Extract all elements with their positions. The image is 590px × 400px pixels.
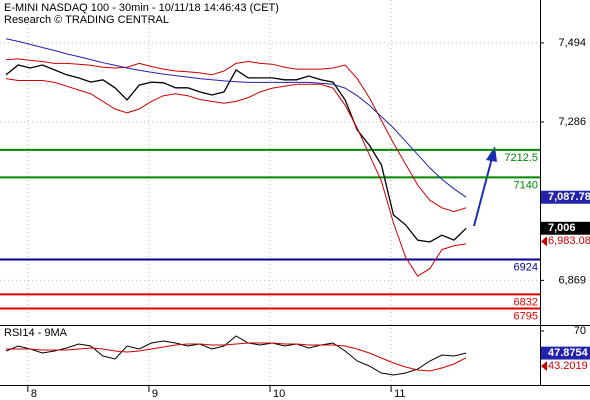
- level-label: 6832: [514, 296, 538, 308]
- level-label: 6795: [514, 310, 538, 322]
- y-tick-label: 7,286: [558, 116, 586, 128]
- price-tag: [541, 234, 590, 248]
- price-tag-arrow: [541, 361, 547, 372]
- rsi-title: RSI14 - 9MA: [4, 327, 68, 339]
- chart-subtitle: Research © TRADING CENTRAL: [4, 14, 169, 26]
- price-tag-label: 6,983.08: [548, 235, 590, 247]
- x-tick-label: 10: [273, 388, 285, 400]
- x-tick-label: 9: [152, 388, 158, 400]
- x-tick-label: 8: [31, 388, 37, 400]
- price-line: [5, 64, 467, 243]
- price-line: [5, 38, 467, 198]
- price-tag-label: 43.2019: [548, 360, 588, 372]
- rsi-line: [6, 342, 467, 372]
- rsi-line: [5, 335, 467, 376]
- price-tag-label: 7,006: [548, 222, 576, 234]
- y-tick-label: 70: [574, 325, 586, 337]
- chart-title: E-MINI NASDAQ 100 - 30min - 10/11/18 14:…: [4, 2, 279, 14]
- price-tag: [541, 221, 590, 235]
- price-tag-arrow: [541, 236, 547, 247]
- price-line: [6, 78, 467, 277]
- price-tag-label: 7,087.78: [548, 191, 590, 203]
- price-tag: [541, 190, 590, 204]
- price-line: [6, 58, 467, 213]
- x-tick-label: 11: [394, 388, 405, 400]
- level-label: 7140: [514, 179, 538, 191]
- y-tick-label: 7,494: [558, 37, 586, 49]
- price-tag-label: 47.8754: [548, 347, 589, 359]
- price-tag: [541, 359, 590, 373]
- level-label: 6924: [514, 261, 538, 273]
- y-tick-label: 6,869: [558, 274, 586, 286]
- level-label: 7212.5: [504, 152, 538, 164]
- price-tag: [541, 346, 590, 360]
